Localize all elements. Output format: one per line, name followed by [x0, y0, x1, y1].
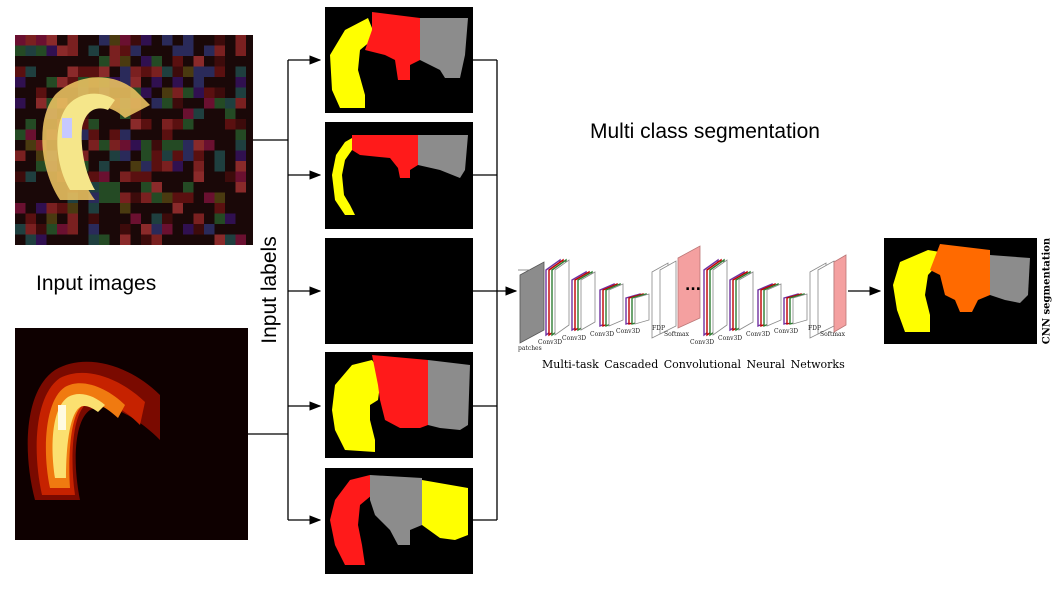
layer-label-fdp-2: FDP	[808, 325, 821, 332]
diagram-title: Multi class segmentation	[590, 120, 820, 143]
network-caption: Multi-task Cascaded Convolutional Neural…	[542, 358, 845, 371]
input-connectors	[248, 55, 322, 525]
layer-label-conv3d-2: Conv3D	[562, 335, 586, 342]
layer-label-conv3d-4: Conv3D	[616, 328, 640, 335]
label-mask-3	[325, 238, 473, 344]
layer-label-fdp-1: FDP	[652, 325, 665, 332]
layer-label-conv3d-3: Conv3D	[590, 331, 614, 338]
mask-connectors	[473, 59, 518, 521]
layer-label-conv3d-6: Conv3D	[718, 335, 742, 342]
layer-label-conv3d-5: Conv3D	[690, 339, 714, 346]
input-labels-label: Input labels	[258, 236, 281, 344]
layer-label-softmax-2: Softmax	[820, 331, 846, 338]
input-images-label: Input images	[36, 272, 157, 295]
label-mask-4	[325, 352, 473, 458]
input-image-noisy	[15, 35, 253, 245]
input-image-heatmap	[15, 328, 248, 540]
label-mask-2	[325, 122, 473, 229]
layer-label-softmax-1: Softmax	[664, 331, 690, 338]
layer-label-patches: patches	[518, 345, 542, 352]
layer-label-conv3d-7: Conv3D	[746, 331, 770, 338]
network-diagram: ... patches Conv3D Conv3D Conv3D Conv3D …	[518, 245, 847, 352]
label-mask-1	[325, 7, 473, 113]
network-ellipsis: ...	[685, 278, 701, 294]
label-mask-5	[325, 468, 473, 574]
layer-label-conv3d-8: Conv3D	[774, 328, 798, 335]
output-segmentation	[884, 238, 1037, 344]
output-label: CNN segmentation	[1041, 237, 1053, 345]
layer-label-conv3d-1: Conv3D	[538, 339, 562, 346]
